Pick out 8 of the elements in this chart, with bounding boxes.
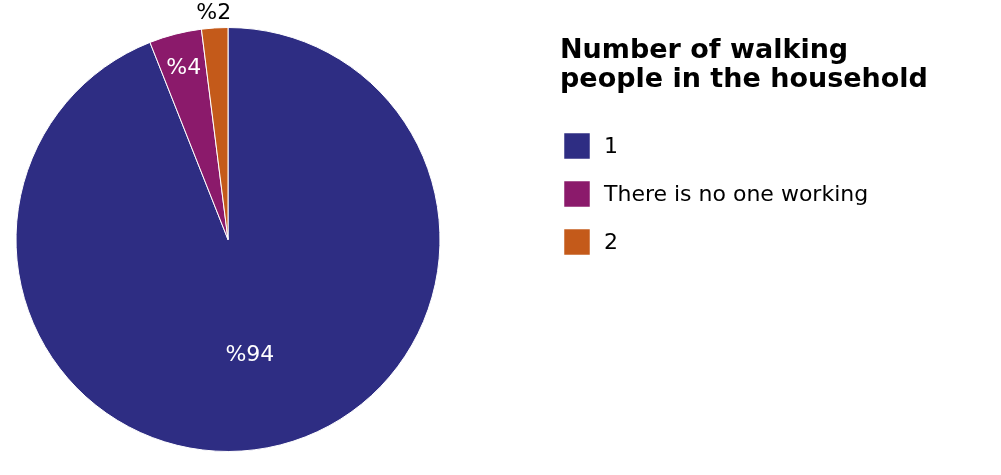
data-label: %94 (225, 341, 275, 367)
legend-title: Number of walking people in the household (560, 33, 928, 93)
data-label: %2 (196, 0, 232, 24)
pie-slice (15, 27, 441, 452)
legend-label: There is no one working (603, 181, 869, 206)
data-label: %4 (166, 54, 202, 80)
legend-label: 1 (604, 133, 618, 158)
legend-label: 2 (604, 229, 618, 254)
